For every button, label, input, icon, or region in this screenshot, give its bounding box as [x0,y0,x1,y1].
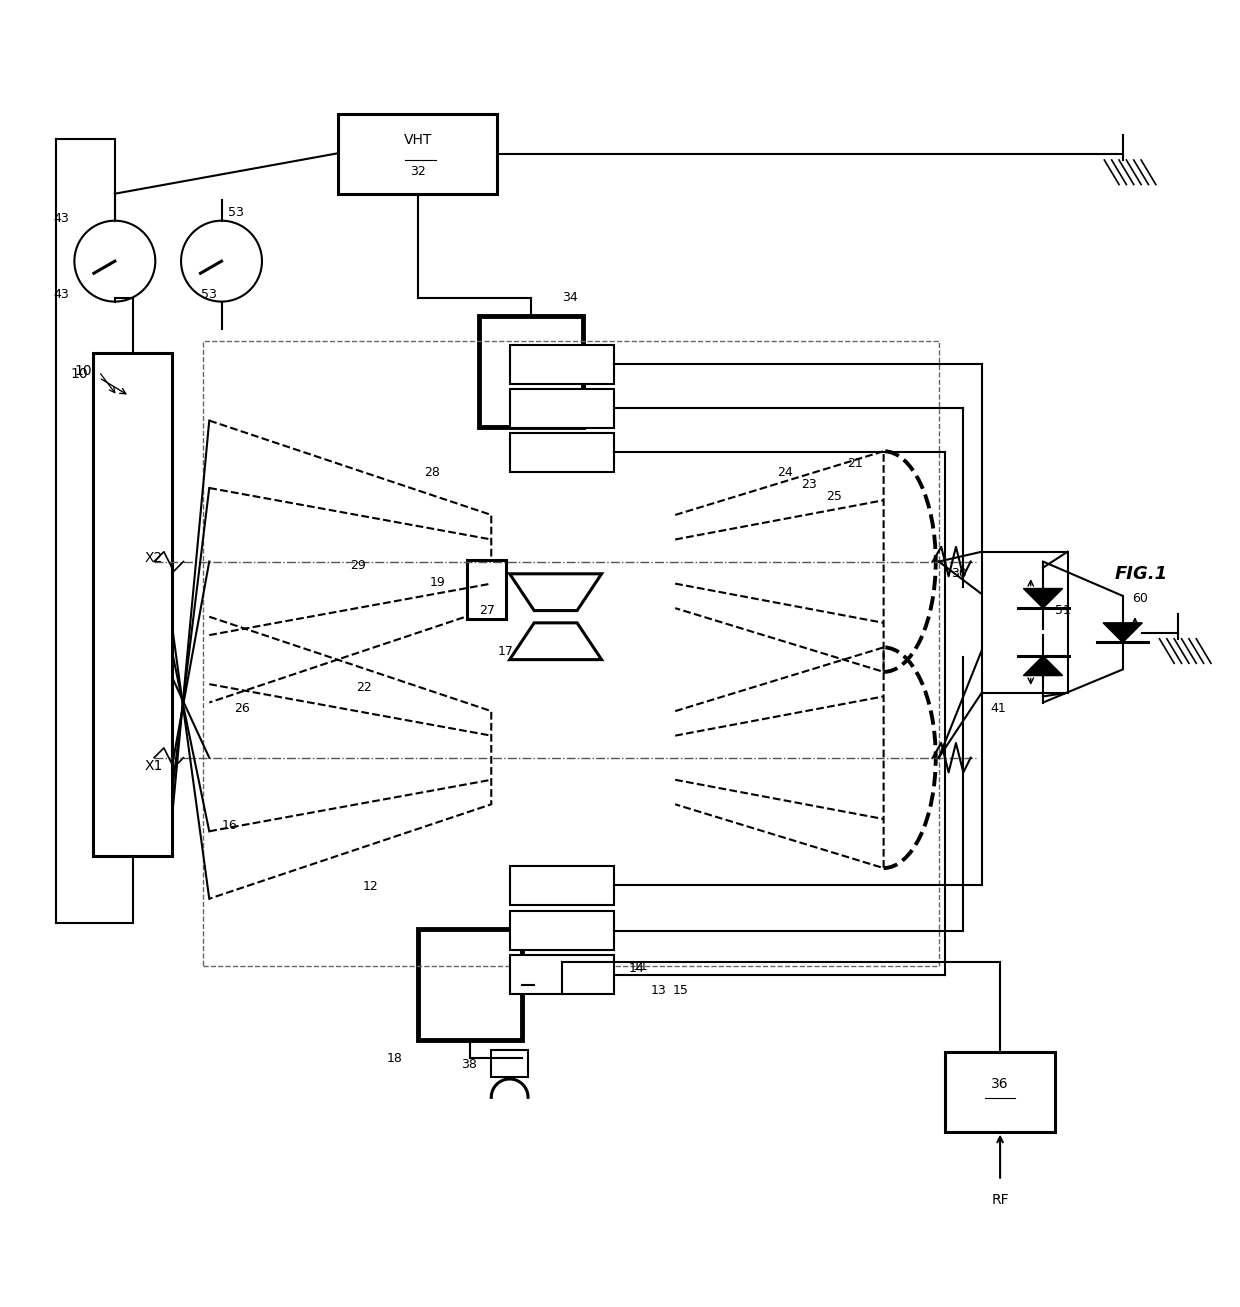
Text: 18: 18 [387,1052,403,1065]
Text: 53: 53 [228,205,243,218]
Text: 32: 32 [409,165,425,178]
Bar [982,552,1068,693]
Text: 43: 43 [53,212,69,225]
Polygon shape [1023,588,1063,608]
Text: 51: 51 [1055,604,1071,617]
Text: 19: 19 [430,576,445,589]
Text: 38: 38 [460,1057,476,1070]
Text: 21: 21 [847,457,863,471]
Polygon shape [1023,656,1063,676]
Text: 12: 12 [362,880,378,893]
Text: 41: 41 [991,702,1006,715]
Text: 11: 11 [632,959,649,972]
Text: 22: 22 [356,681,372,694]
Text: 29: 29 [350,558,366,571]
Text: 17: 17 [497,644,513,657]
Polygon shape [510,574,601,610]
Text: 34: 34 [562,291,578,305]
Bar [339,114,497,193]
Text: 10: 10 [74,365,92,379]
Text: 24: 24 [777,465,792,478]
Bar [510,345,614,384]
Text: 25: 25 [826,490,842,503]
Text: 30: 30 [951,567,967,580]
Bar [945,1052,1055,1132]
Text: 26: 26 [234,702,249,715]
Bar [510,433,614,472]
Text: 14: 14 [629,962,645,975]
Text: X2: X2 [144,550,162,565]
Text: 43: 43 [53,288,69,301]
Bar [510,865,614,904]
Text: 60: 60 [1132,592,1148,605]
Bar [510,388,614,427]
Text: 53: 53 [201,288,217,301]
Text: 13: 13 [651,984,666,997]
Text: 10: 10 [71,367,88,380]
Text: 16: 16 [222,818,237,831]
Text: 36: 36 [991,1077,1009,1091]
Text: X1: X1 [144,759,162,774]
Bar [510,955,614,995]
Bar [510,911,614,950]
Bar [479,316,583,426]
Text: 15: 15 [673,984,688,997]
Bar [466,561,506,620]
Polygon shape [510,623,601,660]
Text: FIG.1: FIG.1 [1115,565,1168,583]
Bar [418,929,522,1040]
Text: VHT: VHT [403,132,432,146]
Bar [203,341,939,966]
Text: 27: 27 [479,604,495,617]
Text: RF: RF [991,1193,1009,1206]
Polygon shape [1104,623,1142,643]
Text: 23: 23 [801,478,817,491]
Bar [491,1050,528,1077]
Bar [93,353,172,856]
Text: 28: 28 [424,465,440,478]
